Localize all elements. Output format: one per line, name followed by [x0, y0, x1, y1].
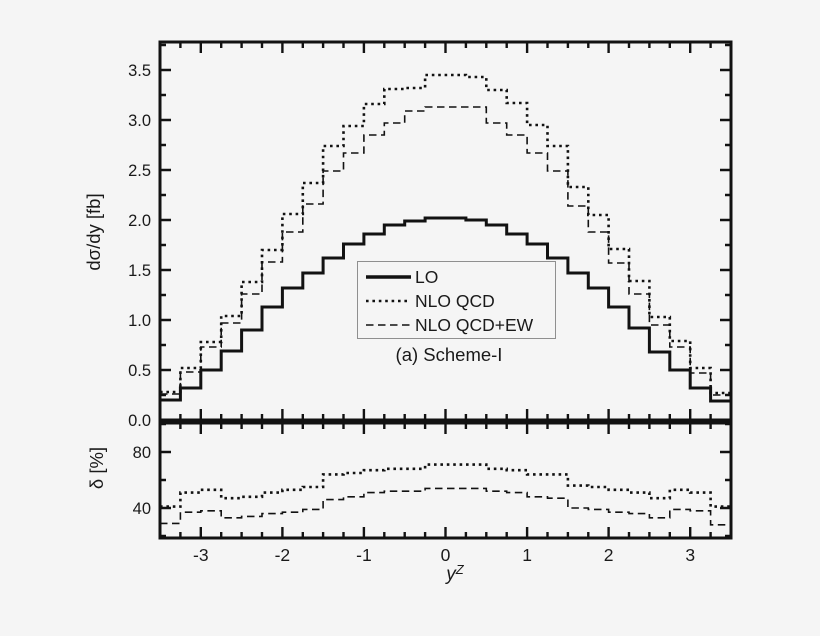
y-tick-label: 80	[133, 444, 151, 462]
nlo-qcd-ew-curve	[161, 106, 730, 396]
top-panel-tick-marks	[160, 42, 731, 422]
x-tick-label: 0	[441, 545, 451, 565]
bottom-panel-frame	[158, 421, 733, 540]
y-tick-label: 40	[133, 500, 151, 518]
nlo-qcd-ew-line-sample-icon	[366, 324, 411, 326]
x-tick-label: 2	[604, 545, 614, 565]
legend-item-nlo-qcd: NLO QCD	[363, 289, 555, 313]
legend: LO NLO QCD NLO QCD+EW	[357, 261, 556, 339]
x-tick-label: -3	[193, 545, 209, 565]
lo-line-sample-icon	[366, 275, 411, 279]
y-tick-label: 1.0	[128, 312, 151, 330]
x-axis-label-base: y	[446, 564, 456, 585]
x-tick-label: 1	[522, 545, 532, 565]
y-tick-label: 0.5	[128, 362, 151, 380]
y-tick-label: 3.5	[128, 62, 151, 80]
y-tick-label: 2.0	[128, 212, 151, 230]
legend-label-lo: LO	[415, 266, 439, 287]
legend-item-lo: LO	[363, 265, 555, 289]
y-tick-label: 2.5	[128, 162, 151, 180]
subplot-caption: (a) Scheme-I	[395, 344, 503, 365]
sigma-axis-label: dσ/dy [fb]	[83, 193, 104, 271]
legend-item-nlo-qcd-ew: NLO QCD+EW	[363, 313, 555, 337]
x-axis-label: yZ	[405, 562, 505, 586]
x-tick-label: -1	[356, 545, 372, 565]
legend-label-nlo-qcd-ew: NLO QCD+EW	[415, 314, 534, 335]
legend-label-nlo-qcd: NLO QCD	[415, 290, 495, 311]
delta-axis-label: δ [%]	[86, 446, 107, 490]
x-axis-label-sup: Z	[455, 562, 464, 577]
y-tick-label: 1.5	[128, 262, 151, 280]
delta-qcd-curve	[161, 463, 730, 508]
x-tick-label: 3	[685, 545, 695, 565]
nlo-qcd-line-sample-icon	[366, 299, 409, 303]
top-panel-frame	[158, 40, 733, 422]
bottom-panel-tick-marks	[160, 422, 731, 538]
lo-curve	[161, 216, 730, 403]
x-tick-label: -2	[275, 545, 291, 565]
y-tick-label: 0.0	[128, 412, 151, 430]
y-tick-label: 3.0	[128, 112, 151, 130]
